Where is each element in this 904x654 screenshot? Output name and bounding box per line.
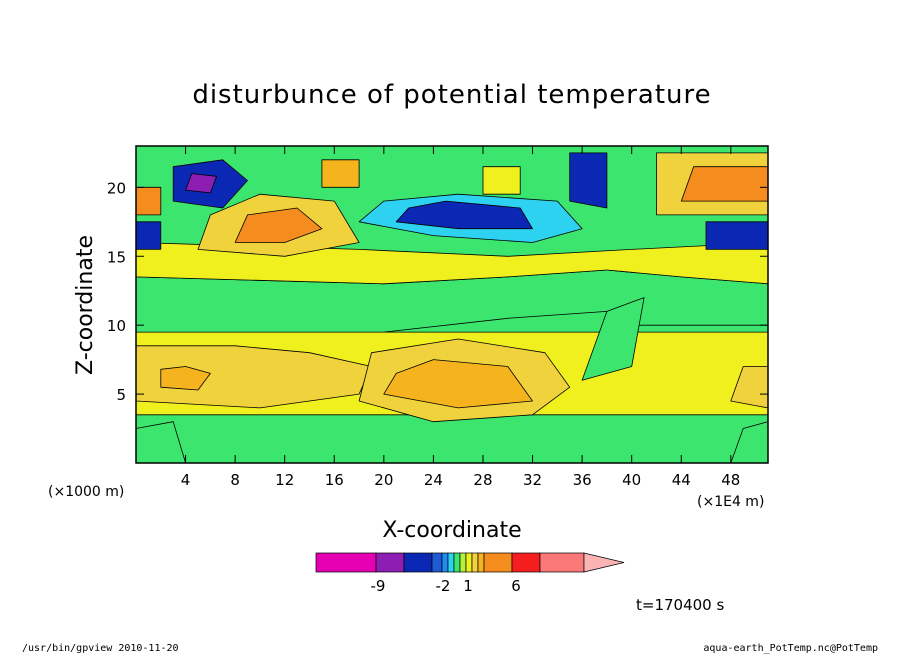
colorbar-label: 6	[511, 577, 521, 595]
x-tick-label: 44	[672, 471, 691, 489]
contour-left-low-orange	[136, 345, 372, 409]
x-tick-label: 16	[325, 471, 344, 489]
contour-left-edge-orange	[136, 186, 162, 216]
x-tick-label: 36	[573, 471, 592, 489]
colorbar-swatch	[511, 552, 541, 573]
colorbar-swatch	[431, 552, 443, 573]
colorbar-swatch	[465, 552, 473, 573]
x-tick-label: 28	[473, 471, 492, 489]
colorbar-swatch	[477, 552, 485, 573]
contour-green-lower-mid	[581, 297, 645, 381]
colorbar-swatch	[483, 552, 513, 573]
y-axis: 5 10 15 20	[107, 179, 768, 404]
x-scale-label: (×1E4 m)	[697, 494, 764, 510]
contour-center-low-core	[383, 359, 533, 409]
x-tick-label: 48	[721, 471, 740, 489]
y-tick-label: 5	[116, 386, 126, 404]
contour-right-edge-blue	[705, 221, 768, 250]
footer-right: aqua-earth_PotTemp.nc@PotTemp	[703, 643, 878, 654]
colorbar-swatch	[447, 552, 455, 573]
x-axis-label: X-coordinate	[382, 518, 521, 543]
contour-left-edge-blue	[136, 221, 162, 250]
colorbar-swatch	[375, 552, 405, 573]
colorbar-labels: -9 -2 1 6	[371, 577, 521, 595]
colorbar-label: 1	[463, 577, 473, 595]
colorbar-swatch	[403, 552, 433, 573]
contour-top-right-orange-core	[680, 166, 768, 202]
y-axis-label: Z-coordinate	[73, 235, 98, 375]
contour-left-low-core	[160, 366, 211, 391]
y-tick-label: 15	[107, 248, 126, 266]
colorbar-swatch	[315, 552, 377, 573]
x-tick-label: 4	[181, 471, 191, 489]
footer-left: /usr/bin/gpview 2010-11-20	[22, 643, 179, 654]
colorbar-arrow	[583, 552, 625, 573]
contour-top-yellow-spot	[482, 166, 521, 195]
contour-green-bottom-left	[136, 421, 187, 463]
contour-top-orange-spot	[321, 159, 360, 188]
colorbar-swatch	[471, 552, 479, 573]
colorbar-swatch	[459, 552, 467, 573]
contour-top-left-purple	[185, 173, 217, 194]
x-tick-label: 8	[230, 471, 240, 489]
x-tick-label: 20	[374, 471, 393, 489]
y-tick-label: 20	[107, 179, 126, 197]
x-tick-label: 40	[622, 471, 641, 489]
colorbar-swatch	[441, 552, 449, 573]
contour-layer	[136, 152, 768, 463]
x-tick-label: 12	[275, 471, 294, 489]
chart-title: disturbunce of potential temperature	[192, 80, 711, 110]
contour-top-center-blue	[569, 152, 608, 209]
x-axis: 4 8 12 16 20 24 28 32 36 40 44 48	[181, 146, 740, 489]
contour-upper-blue-core	[395, 200, 533, 230]
colorbar-label: -9	[371, 577, 386, 595]
colorbar-swatch	[539, 552, 585, 573]
colorbar-label: -2	[436, 577, 451, 595]
colorbar	[315, 552, 625, 573]
plot-frame	[135, 145, 769, 464]
x-tick-label: 32	[523, 471, 542, 489]
x-unit-label: (×1000 m)	[48, 484, 124, 500]
x-tick-label: 24	[424, 471, 443, 489]
contour-green-bottom-right	[730, 421, 768, 463]
y-tick-label: 10	[107, 317, 126, 335]
time-label: t=170400 s	[636, 596, 724, 614]
contour-upper-left-orange-core	[234, 207, 323, 243]
contour-right-low-orange	[730, 366, 768, 409]
colorbar-swatch	[453, 552, 461, 573]
